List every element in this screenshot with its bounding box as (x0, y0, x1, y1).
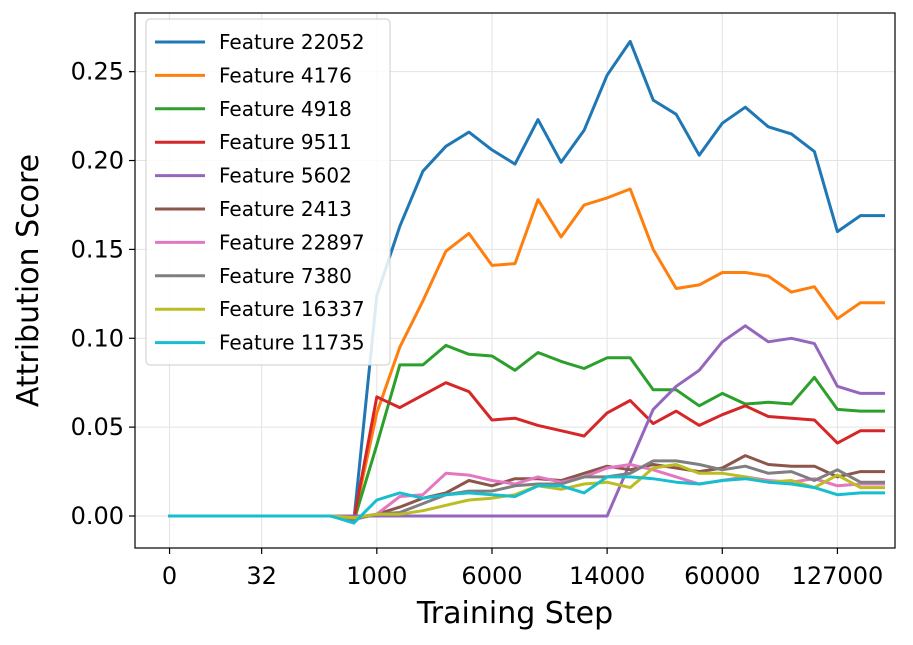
legend-label: Feature 5602 (219, 164, 352, 188)
x-tick-label: 1000 (346, 562, 407, 590)
legend-label: Feature 4918 (219, 97, 352, 121)
legend-box (145, 18, 391, 366)
y-tick-label: 0.15 (71, 235, 124, 263)
legend: Feature 22052 Feature 4176 Feature 4918 Fea… (145, 18, 391, 366)
legend-label: Feature 2413 (219, 197, 352, 221)
legend-label: Feature 16337 (219, 297, 365, 321)
y-tick-label: 0.00 (71, 502, 124, 530)
legend-label: Feature 11735 (219, 331, 365, 355)
series-lines (168, 39, 885, 525)
x-tick-label: 60000 (684, 562, 760, 590)
y-tick-label: 0.05 (71, 413, 124, 441)
legend-label: Feature 9511 (219, 130, 352, 154)
legend-label: Feature 22052 (219, 30, 365, 54)
x-tick-label: 0 (162, 562, 177, 590)
y-tick-label: 0.25 (71, 58, 124, 86)
y-tick-label: 0.20 (71, 147, 124, 175)
x-tick-label: 14000 (569, 562, 645, 590)
plot-frame (134, 12, 896, 549)
x-tick-label: 6000 (461, 562, 522, 590)
legend-label: Feature 4176 (219, 63, 352, 87)
x-tick-label: 32 (246, 562, 277, 590)
x-tick-label: 127000 (792, 562, 884, 590)
series-line-10 (168, 475, 885, 525)
y-axis-label: Attribution Score (11, 154, 46, 407)
y-tick-label: 0.10 (71, 324, 124, 352)
y-axis: 0.00 0.05 0.10 0.15 0.20 0.25 (71, 58, 135, 530)
x-axis-label: Training Step (416, 596, 613, 631)
legend-label: Feature 7380 (219, 264, 352, 288)
legend-label: Feature 22897 (219, 230, 365, 254)
x-axis: 0 32 1000 6000 14000 60000 127000 (162, 548, 883, 590)
